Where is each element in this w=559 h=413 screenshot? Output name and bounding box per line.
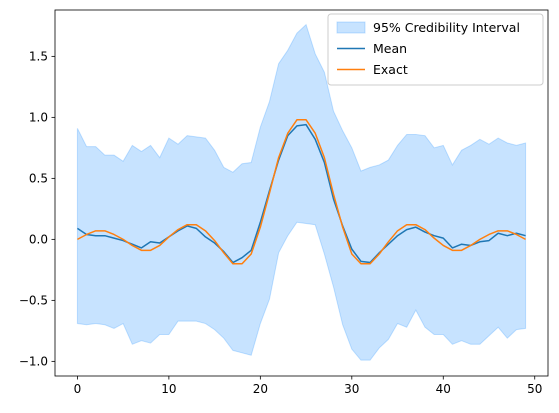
x-tick-label: 0 [74,382,82,396]
legend: 95% Credibility Interval Mean Exact [327,13,544,86]
y-tick-label: 1.0 [29,111,48,125]
x-tick-label: 40 [436,382,451,396]
axes-frame [54,9,549,377]
y-axis: −1.0 −0.5 0.0 0.5 1.0 1.5 [19,50,55,369]
plot-area [76,23,527,361]
legend-label-band: 95% Credibility Interval [373,20,520,35]
x-tick-label: 30 [344,382,359,396]
x-tick-label: 50 [527,382,542,396]
x-tick-label: 20 [253,382,268,396]
x-axis: 0 10 20 30 40 50 [74,376,542,396]
series-line-exact [77,119,526,265]
y-tick-label: 0.5 [29,172,48,186]
legend-label-mean: Mean [373,41,407,56]
legend-band-swatch [336,21,366,34]
y-tick-label: 0.0 [29,233,48,247]
y-tick-label: −1.0 [19,355,48,369]
legend-label-exact: Exact [373,62,408,77]
credibility-band [76,23,527,361]
series-line-mean [76,123,526,264]
legend-frame [327,13,544,86]
x-tick-label: 10 [161,382,176,396]
y-tick-label: −0.5 [19,294,48,308]
y-tick-label: 1.5 [29,50,48,64]
